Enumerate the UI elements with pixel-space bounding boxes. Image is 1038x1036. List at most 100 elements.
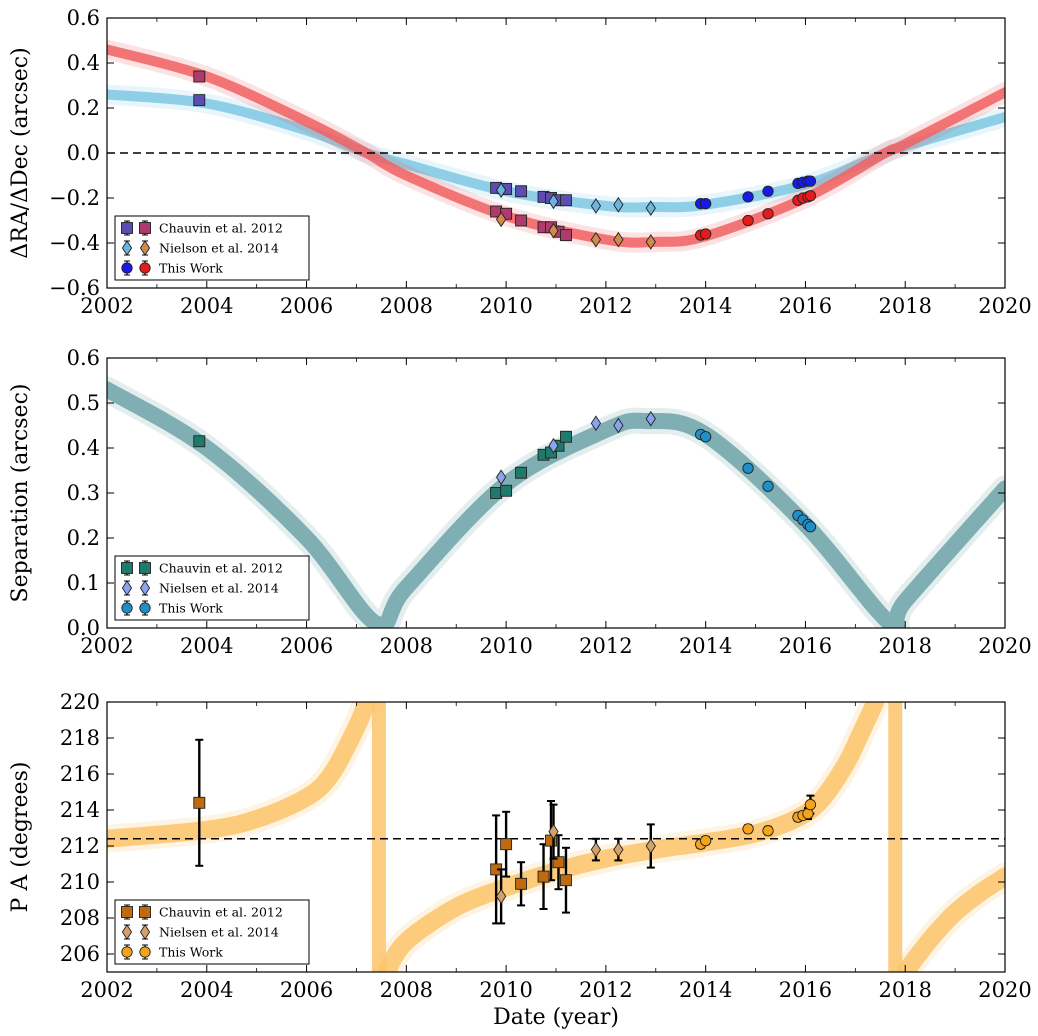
legend-marker xyxy=(121,240,133,256)
y-axis: −0.6 −0.4 −0.2 0.0 0.2 0.4 0.6 xyxy=(49,6,1005,300)
series-nielson-et-al-2014 xyxy=(495,211,656,250)
legend-marker xyxy=(139,924,151,940)
data-point xyxy=(560,229,572,242)
x-axis-label: Date (year) xyxy=(493,1005,619,1030)
data-point xyxy=(645,200,656,216)
data-point xyxy=(500,484,513,497)
y-tick-label: 214 xyxy=(60,798,100,822)
data-point xyxy=(590,198,602,214)
x-tick-label: 2004 xyxy=(180,294,233,318)
y-tick-label: 0.1 xyxy=(67,571,100,595)
legend-marker xyxy=(139,602,151,614)
legend-marker xyxy=(121,262,133,274)
panel-offsets: 2002 2004 2006 2008 2010 2012 2014 2016 2018 2020… xyxy=(8,6,1032,318)
legend-label: This Work xyxy=(159,261,223,276)
data-point xyxy=(742,214,754,227)
data-point xyxy=(762,480,774,492)
data-point xyxy=(560,194,572,207)
legend-marker xyxy=(139,262,151,274)
panel-position-angle: 2002 2004 2006 2008 2010 2012 2014 2016 2018 2020… xyxy=(8,690,1032,1030)
data-point xyxy=(613,196,624,213)
model-band xyxy=(107,381,1005,628)
x-tick-label: 2006 xyxy=(280,634,333,658)
legend-marker xyxy=(121,906,133,918)
x-tick-label: 2016 xyxy=(779,978,832,1002)
series-this-work xyxy=(695,794,817,850)
data-point xyxy=(590,415,602,432)
legend-marker xyxy=(139,580,151,596)
data-point xyxy=(804,175,817,187)
y-axis-label: P A (degrees) xyxy=(8,762,33,913)
plot-area xyxy=(107,702,1005,972)
y-tick-label: 0.2 xyxy=(67,526,100,550)
x-tick-label: 2008 xyxy=(380,294,433,318)
data-point xyxy=(762,825,774,837)
legend-label: Chauvin et al. 2012 xyxy=(159,221,283,236)
model-vertical-band xyxy=(371,702,386,972)
series-this-work xyxy=(695,175,817,210)
legend-marker xyxy=(121,580,133,596)
x-tick-label: 2004 xyxy=(180,634,233,658)
data-point xyxy=(495,888,507,905)
x-tick-label: 2014 xyxy=(679,294,732,318)
legend: Chauvin et al. 2012 Nielsen et al. 2014 Th… xyxy=(114,555,310,621)
data-point xyxy=(762,208,774,220)
legend-marker xyxy=(121,602,133,614)
series-nielson-et-al-2014 xyxy=(495,182,656,216)
data-point xyxy=(537,870,550,883)
y-axis: 0.0 0.1 0.2 0.3 0.4 0.5 0.6 xyxy=(67,346,1005,640)
legend-label: Chauvin et al. 2012 xyxy=(159,561,283,576)
x-tick-label: 2018 xyxy=(878,634,931,658)
y-tick-label: 0.6 xyxy=(67,6,100,30)
x-tick-label: 2006 xyxy=(280,978,333,1002)
data-point xyxy=(560,874,572,887)
x-tick-label: 2020 xyxy=(978,294,1031,318)
legend-label: This Work xyxy=(159,601,223,616)
x-tick-label: 2014 xyxy=(679,634,732,658)
series-nielsen-et-al-2014 xyxy=(495,803,656,925)
data-point xyxy=(700,431,712,443)
x-axis: 2002 2004 2006 2008 2010 2012 2014 2016 2018 2020 xyxy=(80,702,1032,1002)
plot-area xyxy=(107,39,1005,253)
legend-marker xyxy=(121,222,133,234)
x-tick-label: 2010 xyxy=(479,294,532,318)
x-tick-label: 2008 xyxy=(380,634,433,658)
y-tick-label: −0.2 xyxy=(49,186,100,210)
data-point xyxy=(495,182,507,198)
data-point xyxy=(742,191,754,203)
x-tick-label: 2018 xyxy=(878,294,931,318)
model-band xyxy=(107,702,376,848)
series-chauvin-et-al-2012 xyxy=(193,738,572,925)
y-axis-label: ΔRA/ΔDec (arcsec) xyxy=(8,47,33,258)
data-point xyxy=(548,222,559,239)
legend-marker xyxy=(121,946,133,958)
y-tick-label: 0.5 xyxy=(67,391,100,415)
data-point xyxy=(645,410,656,427)
data-point xyxy=(548,437,559,454)
y-tick-label: 0.4 xyxy=(67,51,100,75)
data-point xyxy=(515,466,528,479)
data-point xyxy=(495,469,507,486)
x-tick-label: 2010 xyxy=(479,978,532,1002)
data-point xyxy=(193,435,206,448)
data-point xyxy=(742,462,754,474)
legend-marker xyxy=(139,906,151,918)
data-point xyxy=(804,798,817,811)
x-tick-label: 2010 xyxy=(479,634,532,658)
panel-separation: 2002 2004 2006 2008 2010 2012 2014 2016 2018 2020… xyxy=(8,346,1032,658)
data-point xyxy=(645,838,656,854)
x-tick-label: 2020 xyxy=(978,978,1031,1002)
legend-label: Nielsen et al. 2014 xyxy=(159,581,279,596)
y-tick-label: 220 xyxy=(60,690,100,714)
y-tick-label: 206 xyxy=(60,942,100,966)
data-point xyxy=(495,211,507,228)
y-tick-label: 0.0 xyxy=(67,141,100,165)
data-point xyxy=(193,94,206,107)
data-point xyxy=(613,417,624,434)
data-point xyxy=(700,228,712,240)
model-band xyxy=(896,867,1005,972)
y-tick-label: 208 xyxy=(60,906,100,930)
data-point xyxy=(700,834,712,847)
data-point xyxy=(742,823,754,835)
